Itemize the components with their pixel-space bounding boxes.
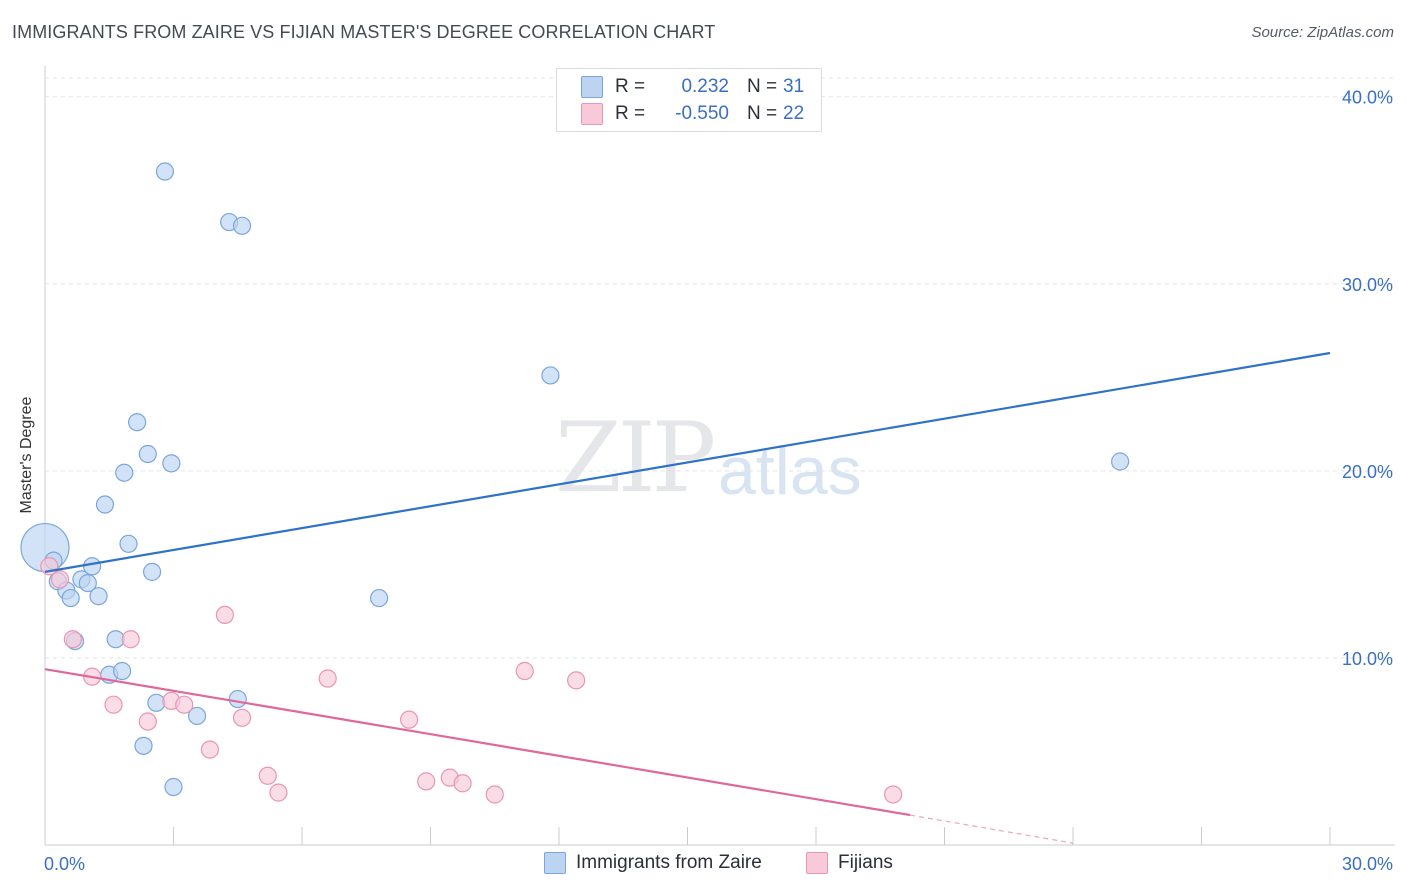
legend-item-fijians[interactable]: Fijians	[806, 852, 893, 874]
zaire-point	[187, 706, 207, 726]
legend-n-label: N =	[747, 76, 778, 97]
fijian-point	[258, 766, 277, 785]
zaire-point	[142, 562, 162, 581]
legend-n-value: 31	[783, 76, 805, 97]
fijian-point	[232, 708, 252, 727]
y-tick-label: 40.0%	[1342, 88, 1393, 108]
zaire-point	[162, 454, 181, 473]
zaire-point	[83, 557, 102, 576]
legend-r-label: R =	[615, 103, 646, 124]
series-legend: Immigrants from Zaire Fijians	[0, 852, 1406, 876]
x-tick-label: 30.0%	[1342, 854, 1393, 874]
fijian-point	[175, 695, 194, 714]
zaire-point	[155, 162, 175, 181]
legend-row-fijians: R = -0.550 N = 22	[581, 102, 804, 126]
fijian-point	[485, 785, 504, 804]
zaire-point	[134, 736, 153, 755]
fijian-point	[50, 570, 70, 589]
legend-row-zaire: R = 0.232 N = 31	[581, 75, 804, 99]
fijian-point	[121, 630, 140, 649]
fijian-point	[200, 740, 220, 759]
fijian-point	[318, 669, 337, 688]
zaire-point	[119, 534, 138, 553]
zaire-point	[112, 661, 132, 681]
fijian-point	[138, 712, 157, 731]
fijian-point	[399, 710, 419, 729]
legend-swatch-pink	[581, 103, 603, 125]
correlation-legend: R = 0.232 N = 31 R = -0.550 N = 22	[556, 68, 822, 132]
y-axis-label: Master's Degree	[18, 396, 35, 514]
zaire-point	[78, 573, 97, 593]
legend-label-zaire: Immigrants from Zaire	[576, 852, 762, 873]
zaire-point	[138, 444, 157, 464]
zaire-trend-line	[44, 351, 1331, 573]
fijian-point	[104, 695, 123, 714]
legend-item-zaire[interactable]: Immigrants from Zaire	[544, 852, 762, 874]
zaire-point	[541, 366, 560, 385]
legend-r-value: -0.550	[675, 103, 729, 124]
zaire-point	[232, 216, 252, 235]
legend-r-label: R =	[615, 76, 646, 97]
fijian-point	[269, 783, 288, 802]
x-tick-label: 0.0%	[44, 854, 85, 874]
fijian-point	[883, 785, 903, 804]
zaire-point	[228, 689, 247, 709]
fijian-point	[515, 661, 534, 681]
zaire-point	[370, 588, 389, 608]
zaire-point	[147, 693, 166, 712]
fijian-point	[63, 630, 82, 649]
y-tick-label: 20.0%	[1342, 462, 1393, 482]
legend-r-value: 0.232	[681, 76, 729, 97]
watermark-zip: ZIP	[555, 402, 716, 514]
fijian-point	[417, 772, 436, 791]
zaire-point	[127, 413, 147, 432]
zaire-point	[95, 495, 115, 514]
chart-title: IMMIGRANTS FROM ZAIRE VS FIJIAN MASTER'S…	[12, 22, 716, 42]
fijian-point	[215, 605, 234, 625]
fijian-point	[453, 774, 472, 793]
fijian-trend-line	[44, 668, 911, 817]
legend-swatch-blue	[544, 852, 566, 874]
y-tick-label: 10.0%	[1342, 649, 1393, 669]
legend-swatch-blue	[581, 76, 603, 98]
zaire-point	[1111, 452, 1130, 471]
y-tick-label: 30.0%	[1342, 275, 1393, 295]
legend-n-value: 22	[783, 103, 805, 124]
zaire-point	[164, 777, 183, 797]
source-label: Source: ZipAtlas.com	[1251, 24, 1394, 41]
legend-swatch-pink	[806, 852, 828, 874]
zaire-point	[115, 463, 134, 482]
legend-n-label: N =	[747, 103, 778, 124]
legend-label-fijians: Fijians	[838, 852, 893, 873]
zaire-point	[89, 587, 108, 606]
fijian-trend-extension	[910, 814, 1074, 844]
fijian-point	[567, 671, 586, 690]
zaire-point	[61, 588, 80, 608]
